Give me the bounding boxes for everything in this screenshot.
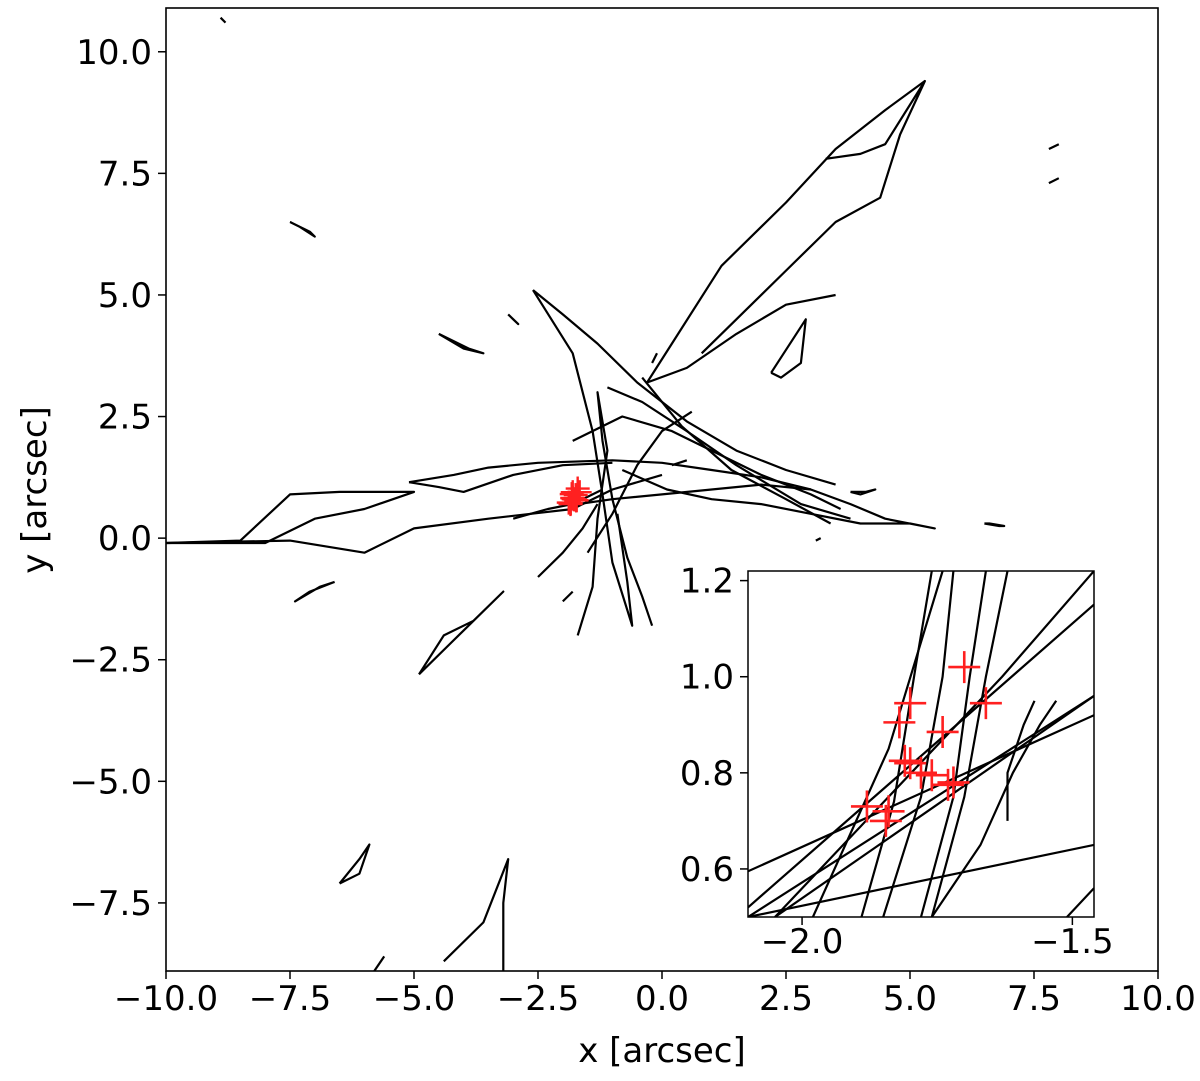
inset-marker-10 — [932, 768, 965, 801]
caustic-curve-30 — [984, 522, 1006, 528]
caustic-curve-13 — [606, 386, 851, 520]
caustic-curve-8 — [646, 80, 926, 384]
inset-caustic-line-8 — [919, 571, 987, 917]
inset-x-tick-label: −1.5 — [1031, 922, 1114, 962]
inset-caustic-line-7 — [882, 571, 955, 917]
caustic-curve-18 — [418, 590, 505, 676]
inset-caustic-line-3 — [774, 694, 1094, 917]
x-tick-label: 5.0 — [883, 979, 937, 1019]
caustic-curve-28 — [1048, 177, 1060, 185]
inset-caustic-line-13 — [1066, 887, 1094, 917]
inset-caustic-line-11 — [1006, 700, 1036, 821]
x-tick-label: −10.0 — [114, 979, 218, 1019]
caustic-curve-9 — [646, 293, 836, 384]
inset-y-tick-label: 1.0 — [680, 658, 734, 698]
caustic-curve-26 — [219, 16, 227, 24]
inset-caustic-line-6 — [860, 571, 933, 917]
inset-y-tick-label: 0.6 — [680, 850, 734, 890]
inset-marker-5 — [888, 744, 921, 777]
caustic-curves — [166, 16, 1060, 971]
inset-x-ticks: −2.0 −1.5 — [761, 917, 1114, 962]
caustic-curve-0 — [166, 490, 416, 545]
x-tick-label: 10.0 — [1120, 979, 1196, 1019]
caustic-curve-3 — [408, 461, 613, 493]
caustic-curve-2 — [408, 459, 812, 491]
inset-marker-0 — [850, 790, 883, 823]
x-tick-label: −7.5 — [249, 979, 332, 1019]
y-tick-label: 0.0 — [98, 519, 152, 559]
inset-marker-11 — [937, 766, 970, 799]
inset-marker-3 — [883, 706, 916, 739]
caustic-curve-19 — [293, 580, 336, 603]
caustic-curve-7 — [586, 410, 693, 554]
y-axis-ticks: −7.5 −5.0 −2.5 0.0 2.5 5.0 7.5 10.0 — [69, 33, 166, 924]
inset-caustic-line-5 — [811, 571, 944, 917]
caustic-curve-10 — [700, 79, 926, 355]
caustic-curve-11 — [770, 318, 807, 379]
inset-caustic-curves — [748, 571, 1094, 917]
caustic-curve-20 — [338, 843, 371, 885]
cluster-marker-13 — [567, 480, 592, 505]
y-tick-label: 10.0 — [76, 33, 152, 73]
inset-image-markers — [850, 651, 1002, 837]
caustic-curve-12 — [572, 415, 842, 510]
caustic-curve-14 — [641, 376, 832, 525]
y-tick-label: −7.5 — [69, 884, 152, 924]
caustic-curve-5 — [532, 289, 836, 486]
caustic-curve-24 — [289, 221, 316, 238]
x-tick-label: 0.0 — [635, 979, 689, 1019]
caustic-curve-21 — [443, 858, 510, 971]
y-tick-label: −2.5 — [69, 641, 152, 681]
x-axis-ticks: −10.0 −7.5 −5.0 −2.5 0.0 2.5 5.0 7.5 10.0 — [114, 971, 1196, 1019]
inset-marker-8 — [915, 759, 948, 792]
inset-marker-13 — [969, 687, 1002, 720]
caustic-curve-6 — [576, 391, 654, 636]
y-tick-label: 2.5 — [98, 398, 152, 438]
caustic-curve-4 — [532, 289, 634, 627]
caustic-curve-29 — [850, 488, 877, 496]
cluster-marker-12 — [565, 476, 590, 501]
inset-y-tick-label: 1.2 — [680, 562, 734, 602]
inset-marker-2 — [872, 795, 905, 828]
inset-panel: −2.0 −1.5 0.6 0.8 1.0 1.2 — [680, 562, 1114, 962]
caustic-curve-27 — [1048, 143, 1060, 150]
inset-caustic-line-12 — [748, 843, 1094, 917]
inset-x-tick-label: −2.0 — [761, 922, 844, 962]
inset-caustic-line-1 — [748, 603, 1094, 909]
caustic-curve-15 — [577, 468, 936, 530]
inset-y-ticks: 0.6 0.8 1.0 1.2 — [680, 562, 748, 890]
caustic-curve-16 — [537, 503, 599, 578]
y-tick-label: 5.0 — [98, 276, 152, 316]
caustic-curve-22 — [373, 955, 386, 971]
inset-caustic-line-9 — [930, 571, 1009, 917]
caustic-curve-23 — [438, 332, 485, 355]
x-tick-label: 2.5 — [759, 979, 813, 1019]
caustic-curve-31 — [651, 352, 658, 364]
image-position-cluster — [556, 476, 592, 517]
caustic-curve-1 — [166, 473, 663, 554]
caustic-curve-25 — [507, 313, 520, 326]
inset-y-tick-label: 0.8 — [680, 754, 734, 794]
caustic-curve-34 — [815, 537, 822, 542]
inset-caustic-line-10 — [930, 700, 1058, 917]
x-axis-label: x [arcsec] — [578, 1031, 746, 1071]
x-tick-label: −2.5 — [497, 979, 580, 1019]
inset-caustic-line-4 — [774, 571, 1094, 917]
inset-frame — [747, 570, 1095, 918]
caustic-curve-33 — [562, 590, 574, 603]
caustic-curve-32 — [671, 459, 688, 467]
y-tick-label: 7.5 — [98, 154, 152, 194]
inset-marker-9 — [926, 715, 959, 748]
inset-background — [748, 571, 1094, 917]
x-tick-label: −5.0 — [373, 979, 456, 1019]
x-tick-label: 7.5 — [1007, 979, 1061, 1019]
caustic-curve-17 — [512, 488, 603, 520]
inset-marker-12 — [948, 651, 981, 684]
y-tick-label: −5.0 — [69, 762, 152, 802]
inset-marker-4 — [894, 687, 927, 720]
y-axis-label: y [arcsec] — [15, 406, 55, 574]
